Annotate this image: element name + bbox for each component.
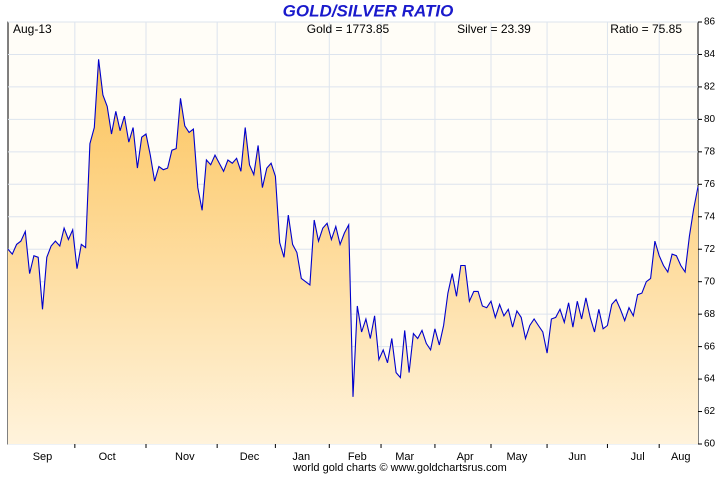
y-tick-label: 78 bbox=[704, 146, 716, 157]
x-tick-label: Aug bbox=[671, 451, 691, 463]
y-tick-label: 84 bbox=[704, 49, 716, 60]
y-tick-label: 60 bbox=[704, 439, 716, 450]
x-tick-label: Feb bbox=[348, 451, 367, 463]
y-tick-label: 76 bbox=[704, 179, 716, 190]
x-tick-label: Mar bbox=[395, 451, 414, 463]
y-tick-label: 80 bbox=[704, 114, 716, 125]
y-tick-label: 62 bbox=[704, 406, 716, 417]
x-tick-label: Apr bbox=[457, 451, 474, 463]
footer: world gold charts © www.goldchartsrus.co… bbox=[292, 462, 507, 474]
y-tick-label: 68 bbox=[704, 309, 716, 320]
y-tick-label: 74 bbox=[704, 211, 716, 222]
y-tick-label: 86 bbox=[704, 17, 716, 28]
x-tick-label: Dec bbox=[240, 451, 260, 463]
y-tick-label: 66 bbox=[704, 341, 716, 352]
y-tick-label: 70 bbox=[704, 276, 716, 287]
x-tick-label: May bbox=[506, 451, 527, 463]
x-tick-label: Sep bbox=[33, 451, 53, 463]
y-tick-label: 72 bbox=[704, 244, 716, 255]
area-fill bbox=[8, 59, 698, 445]
line bbox=[7, 59, 699, 397]
chart-title: GOLD/SILVER RATIO bbox=[283, 1, 454, 20]
x-tick-label: Nov bbox=[175, 451, 195, 463]
x-tick-label: Jun bbox=[568, 451, 586, 463]
y-tick-label: 82 bbox=[704, 82, 716, 93]
header-silver: Silver = 23.39 bbox=[457, 22, 531, 36]
y-tick-label: 64 bbox=[704, 374, 716, 385]
x-tick-label: Jul bbox=[631, 451, 645, 463]
x-tick-label: Jan bbox=[292, 451, 310, 463]
header-ratio: Ratio = 75.85 bbox=[610, 22, 682, 36]
x-tick-label: Oct bbox=[99, 451, 116, 463]
header-date: Aug-13 bbox=[13, 22, 52, 36]
header-gold: Gold = 1773.85 bbox=[307, 22, 390, 36]
